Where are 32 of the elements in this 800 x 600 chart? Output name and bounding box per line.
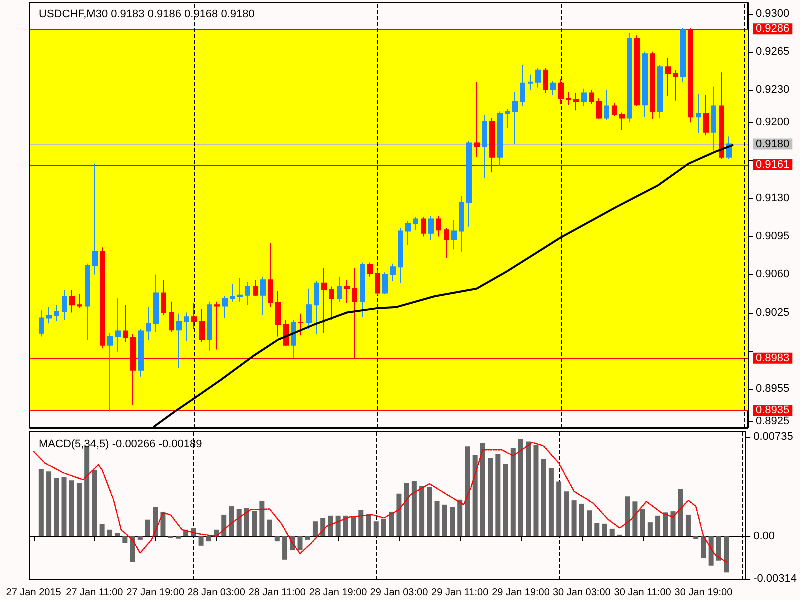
y-tick-label: 0.9095: [756, 230, 790, 243]
x-tick-label: 28 Jan 03:00: [188, 588, 246, 598]
y-tick-label: 0.9265: [756, 46, 790, 58]
ref-line-label: 0.8935: [756, 404, 790, 417]
x-tick-label: 30 Jan 11:00: [614, 588, 672, 598]
ref-line-label: 0.9161: [756, 158, 790, 171]
x-tick-label: 27 Jan 2015: [6, 588, 62, 598]
ref-line-label: 0.9180: [756, 138, 790, 150]
y-tick-label: 0.9025: [756, 306, 790, 319]
y-tick-label: 0.8925: [756, 415, 790, 428]
x-tick-label: 29 Jan 11:00: [432, 588, 490, 598]
y-tick-label: 0.00: [754, 530, 775, 543]
text: USDCHF,M30 0.9183 0.9186 0.9168 0.9180: [39, 8, 255, 20]
y-tick-label: -0.00314: [754, 573, 798, 586]
y-tick-label: 0.9060: [756, 268, 790, 281]
y-tick-label: 0.9300: [756, 8, 790, 20]
ref-line-label: 0.8983: [756, 352, 790, 364]
x-tick-label: 27 Jan 19:00: [126, 588, 185, 598]
x-tick-label: 29 Jan 19:00: [492, 588, 550, 598]
x-tick-label: 27 Jan 11:00: [66, 588, 124, 598]
x-tick-label: 28 Jan 11:00: [248, 588, 306, 598]
ref-line-label: 0.9286: [756, 23, 790, 36]
y-tick-label: 0.00735: [754, 430, 794, 443]
x-tick-label: 30 Jan 03:00: [552, 588, 612, 598]
y-tick-label: 0.9130: [756, 192, 790, 205]
x-tick-label: 30 Jan 19:00: [674, 588, 734, 598]
x-tick-label: 28 Jan 19:00: [309, 588, 368, 598]
text: MACD(5,34,5) -0.00266 -0.00189: [39, 438, 202, 450]
y-tick-label: 0.8955: [756, 382, 790, 395]
x-tick-label: 29 Jan 03:00: [370, 588, 429, 598]
y-tick-label: 0.9230: [756, 84, 790, 96]
y-tick-label: 0.9200: [756, 116, 790, 129]
